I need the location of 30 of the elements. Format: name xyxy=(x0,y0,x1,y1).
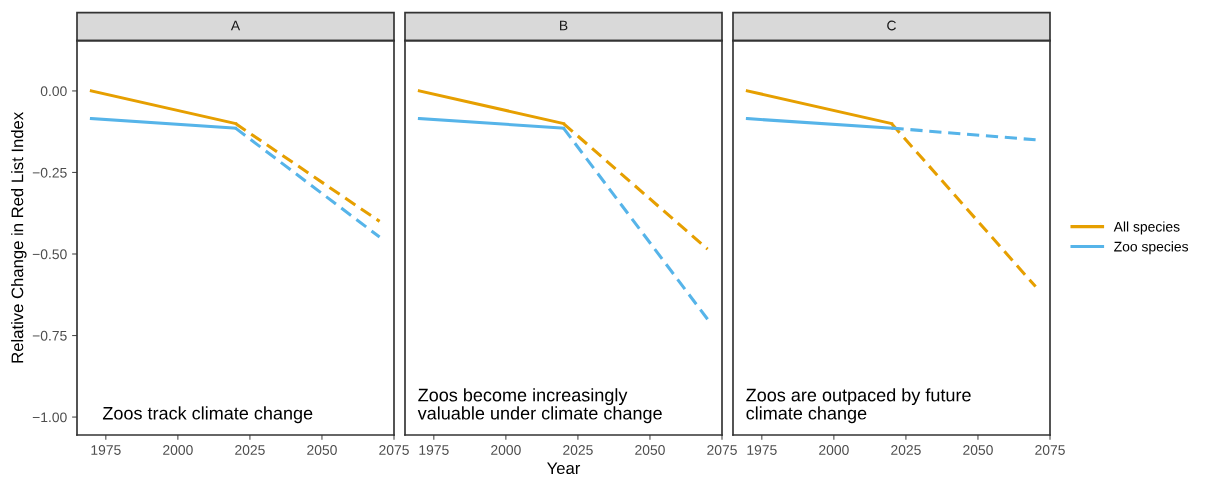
x-tick-label: 2025 xyxy=(235,445,265,455)
x-tick-label: 1975 xyxy=(747,445,777,455)
y-axis-title: Relative Change in Red List Index xyxy=(11,112,27,363)
y-tick-label: 0.00 xyxy=(40,86,67,97)
x-tick-label: 2050 xyxy=(307,445,337,455)
x-tick-label: 2050 xyxy=(963,445,993,455)
x-tick-label: 2075 xyxy=(1035,445,1065,455)
x-tick-label: 2025 xyxy=(563,445,593,455)
x-tick-label: 2025 xyxy=(891,445,921,455)
annotation: Zoos become increasingly valuable under climate change xyxy=(417,388,662,424)
x-tick-label: 1975 xyxy=(91,445,121,455)
chart-title: C xyxy=(887,20,896,31)
x-tick-label: 2075 xyxy=(379,445,409,455)
y-tick-label: −1.00 xyxy=(32,412,67,423)
y-tick-label: −0.50 xyxy=(32,249,67,260)
x-tick-label: 2075 xyxy=(707,445,737,455)
chart-title: B xyxy=(560,20,568,31)
legend-label: All species xyxy=(1113,221,1180,235)
legend-label: Zoo species xyxy=(1114,241,1189,255)
y-tick-label: −0.25 xyxy=(32,167,67,178)
x-tick-label: 2000 xyxy=(819,445,849,455)
x-tick-label: 2000 xyxy=(491,445,521,455)
x-tick-label: 2000 xyxy=(163,445,193,455)
x-axis-title: Year xyxy=(547,462,581,475)
y-tick-label: −0.75 xyxy=(32,330,67,341)
x-tick-label: 1975 xyxy=(419,445,449,455)
x-tick-label: 2050 xyxy=(635,445,665,455)
annotation: Zoos are outpaced by future climate change xyxy=(746,388,971,424)
chart-title: A xyxy=(230,20,241,31)
annotation: Zoos track climate change xyxy=(102,406,313,424)
